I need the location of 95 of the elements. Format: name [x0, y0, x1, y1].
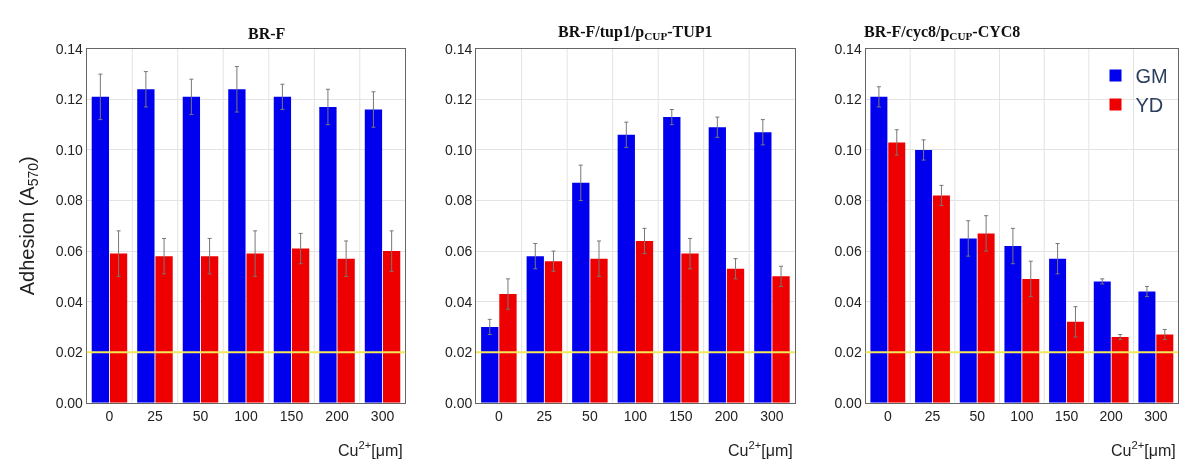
x-tick-label: 50	[192, 407, 209, 424]
x-tick-label: 200	[714, 407, 739, 424]
bar	[977, 233, 995, 403]
bar	[1138, 291, 1156, 403]
x-tick-label: 200	[325, 407, 349, 424]
y-tick-label: 0.00	[445, 394, 473, 411]
x-axis-title: Cu$^{2+}$[μm]	[338, 439, 403, 459]
y-tick-label: 0.12	[55, 91, 84, 108]
y-tick-label: 0.06	[445, 242, 473, 259]
x-tick-label: 200	[1099, 407, 1124, 424]
bar	[1049, 258, 1067, 403]
y-tick-label: 0.04	[55, 293, 84, 310]
chart-title: BR-F/cyc8/p$_{CUP}$-CYC8	[864, 23, 1021, 43]
bar	[499, 294, 517, 403]
y-tick-label: 0.14	[55, 40, 84, 57]
y-tick-label: 0.00	[834, 394, 862, 411]
bar	[635, 240, 654, 403]
x-tick-label: 0	[105, 407, 114, 424]
y-tick-label: 0.10	[55, 141, 84, 158]
y-tick-label: 0.00	[55, 394, 84, 411]
y-tick-label: 0.12	[834, 91, 862, 108]
y-tick-label: 0.12	[445, 91, 473, 108]
x-tick-label: 25	[147, 407, 163, 424]
x-tick-label: 300	[370, 407, 395, 424]
y-tick-label: 0.08	[445, 192, 473, 209]
x-tick-label: 0	[494, 407, 503, 424]
bar	[319, 106, 337, 403]
x-axis-title: Cu$^{2+}$[μm]	[728, 439, 793, 459]
x-tick-label: 300	[1144, 407, 1168, 424]
bar	[155, 256, 173, 403]
bar	[364, 109, 383, 403]
bar	[663, 117, 681, 403]
bar	[1111, 337, 1129, 403]
bar	[617, 134, 635, 403]
bar	[681, 253, 699, 403]
bar	[91, 96, 109, 403]
bar	[291, 248, 310, 403]
x-tick-label: 25	[536, 407, 553, 424]
x-tick-label: 0	[883, 407, 892, 424]
y-tick-label: 0.06	[55, 242, 84, 259]
y-tick-label: 0.02	[55, 344, 84, 361]
bar	[726, 268, 745, 403]
y-tick-label: 0.14	[445, 40, 473, 57]
bar	[870, 96, 888, 403]
bar	[109, 253, 128, 403]
bar	[200, 256, 219, 403]
bar	[383, 251, 401, 403]
x-tick-label: 150	[279, 407, 304, 424]
y-tick-label: 0.02	[445, 344, 473, 361]
bar	[1066, 321, 1084, 403]
legend-label: YD	[1135, 94, 1164, 117]
bar	[1156, 334, 1174, 403]
bar	[182, 96, 201, 403]
bar	[337, 258, 355, 403]
x-tick-label: 100	[234, 407, 258, 424]
bar	[137, 89, 155, 403]
bar	[572, 182, 590, 403]
bar	[1093, 281, 1111, 403]
y-tick-label: 0.14	[834, 40, 862, 57]
bar	[1004, 246, 1022, 403]
bar	[708, 127, 726, 403]
y-tick-label: 0.10	[834, 141, 862, 158]
y-tick-label: 0.04	[445, 293, 473, 310]
chart-title: BR-F	[248, 25, 286, 42]
x-tick-label: 25	[924, 407, 941, 424]
y-tick-label: 0.08	[834, 192, 862, 209]
bar	[246, 253, 264, 403]
y-tick-label: 0.06	[834, 242, 862, 259]
x-tick-label: 50	[969, 407, 986, 424]
bar	[526, 256, 544, 403]
bar	[273, 96, 292, 403]
x-tick-label: 150	[1054, 407, 1079, 424]
bar	[1022, 278, 1040, 403]
y-tick-label: 0.10	[445, 141, 473, 158]
bar	[544, 261, 563, 403]
legend-label: GM	[1135, 65, 1168, 88]
x-axis-title: Cu$^{2+}$[μm]	[1111, 439, 1176, 459]
x-tick-label: 100	[623, 407, 648, 424]
y-tick-label: 0.04	[834, 293, 862, 310]
chart-title: BR-F/tup1/p$_{CUP}$-TUP1	[558, 23, 713, 43]
bar	[754, 132, 772, 403]
x-tick-label: 50	[582, 407, 598, 424]
bar	[590, 258, 608, 403]
bar	[959, 238, 977, 403]
y-tick-label: 0.08	[55, 192, 84, 209]
bar	[932, 195, 950, 403]
y-tick-label: 0.02	[834, 344, 862, 361]
bar	[228, 89, 246, 403]
bar	[481, 326, 499, 403]
bar	[772, 276, 790, 403]
x-tick-label: 300	[760, 407, 784, 424]
bar	[915, 149, 933, 403]
x-tick-label: 100	[1010, 407, 1034, 424]
x-tick-label: 150	[669, 407, 693, 424]
bar	[888, 142, 906, 403]
